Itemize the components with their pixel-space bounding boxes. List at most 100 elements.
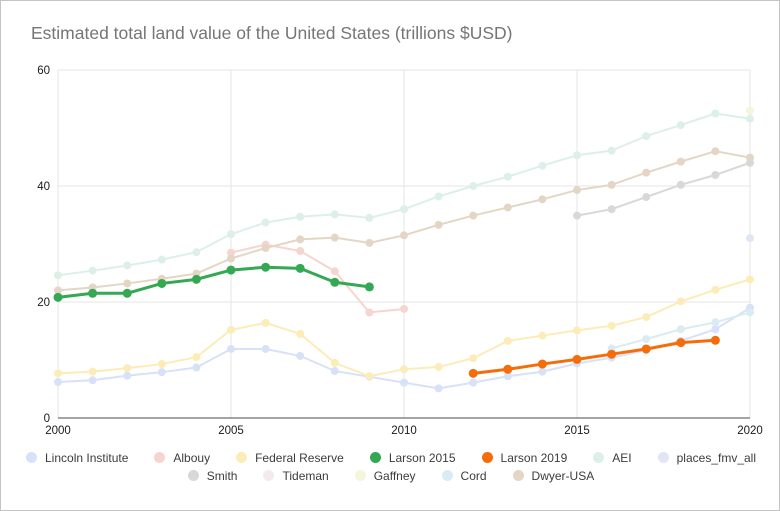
svg-text:2000: 2000: [45, 425, 71, 437]
data-point: [330, 267, 339, 276]
data-point: [572, 354, 582, 364]
legend-swatch: [154, 452, 166, 463]
legend-item-federal-reserve: Federal Reserve: [236, 449, 344, 466]
data-point: [227, 325, 235, 334]
data-point: [607, 146, 616, 155]
data-point: [711, 147, 720, 156]
data-point: [642, 335, 651, 344]
data-point: [261, 262, 271, 272]
series-federal-reserve: [54, 275, 754, 381]
data-point: [227, 344, 235, 353]
x-axis-ticks: 2000 2005 2010 2015 2020: [45, 425, 763, 437]
data-point: [54, 369, 62, 378]
data-point: [503, 364, 513, 374]
data-point: [296, 235, 305, 244]
data-point: [469, 182, 478, 190]
data-point: [469, 354, 478, 363]
legend-item-gaffney: Gaffney: [354, 467, 416, 484]
data-point: [434, 362, 443, 371]
data-point: [192, 363, 201, 372]
data-point: [468, 368, 478, 378]
legend-label: Tideman: [282, 468, 329, 483]
chart-legend: Lincoln Institute Albouy Federal Reserve La…: [1, 449, 779, 484]
data-point: [469, 211, 478, 220]
data-point: [573, 211, 581, 220]
data-point: [469, 378, 478, 387]
legend-label: Cord: [460, 468, 487, 483]
data-point: [746, 275, 754, 284]
legend-item-places-fmv-all: places_fmv_all: [657, 449, 756, 466]
svg-text:0: 0: [44, 413, 50, 425]
legend-label: Gaffney: [373, 468, 416, 483]
legend-label: Smith: [206, 468, 238, 483]
data-point: [157, 368, 166, 377]
legend-swatch: [481, 452, 493, 463]
data-point: [537, 359, 547, 369]
legend-item-larson-2015: Larson 2015: [369, 449, 456, 466]
data-point: [538, 367, 547, 376]
data-point: [573, 151, 581, 160]
legend-item-smith: Smith: [187, 467, 238, 484]
data-point: [434, 192, 443, 201]
data-point: [157, 255, 166, 264]
data-point: [711, 325, 720, 334]
legend-swatch: [441, 470, 453, 481]
chart-title: Estimated total land value of the United…: [31, 23, 513, 43]
data-point: [676, 325, 685, 334]
data-point: [330, 233, 339, 242]
data-point: [676, 180, 685, 189]
legend-row-1: Lincoln Institute Albouy Federal Reserve La…: [26, 449, 756, 466]
legend-label: Dwyer-USA: [531, 468, 595, 483]
svg-text:20: 20: [37, 297, 50, 309]
legend-row-2: Smith Tideman Gaffney Cord Dwyer-USA: [187, 467, 595, 484]
data-point: [54, 271, 62, 280]
legend-item-lincoln-institute: Lincoln Institute: [26, 449, 128, 466]
legend-item-dwyer-usa: Dwyer-USA: [512, 467, 595, 484]
data-point: [54, 378, 62, 387]
svg-text:2005: 2005: [218, 425, 244, 437]
legend-swatch: [369, 452, 381, 463]
data-point: [157, 278, 167, 288]
svg-text:2020: 2020: [737, 425, 763, 437]
data-point: [400, 231, 408, 240]
data-point: [296, 329, 305, 338]
data-point: [157, 360, 166, 369]
data-point: [88, 266, 97, 275]
data-point: [503, 203, 512, 212]
data-point: [503, 172, 512, 181]
legend-swatch: [263, 470, 275, 481]
chart-canvas[interactable]: 0 20 40 60 2000 2005 2010 2015 2020: [1, 1, 780, 446]
data-point: [365, 308, 374, 317]
data-point: [642, 313, 651, 322]
data-point: [642, 193, 651, 202]
legend-label: places_fmv_all: [676, 450, 756, 465]
data-point: [434, 384, 443, 393]
data-point: [503, 372, 512, 381]
legend-label: Lincoln Institute: [45, 450, 129, 465]
legend-label: Larson 2019: [500, 450, 568, 465]
legend-label: Albouy: [173, 450, 211, 465]
series-smith: [573, 158, 754, 220]
svg-text:40: 40: [37, 181, 50, 193]
data-point: [538, 161, 547, 170]
data-point: [88, 376, 97, 385]
data-point: [227, 248, 235, 257]
legend-swatch: [187, 470, 199, 481]
svg-text:2010: 2010: [391, 425, 417, 437]
legend-label: Larson 2015: [388, 450, 456, 465]
series-places-fmv-all: [746, 234, 754, 243]
data-point: [573, 326, 581, 335]
data-point: [226, 265, 236, 275]
data-point: [676, 121, 685, 130]
data-point: [364, 282, 374, 292]
data-point: [330, 358, 339, 367]
data-point: [365, 213, 374, 222]
data-point: [53, 292, 63, 302]
data-point: [192, 248, 201, 257]
data-point: [400, 365, 408, 374]
data-point: [330, 367, 339, 376]
data-point: [227, 254, 235, 263]
data-point: [573, 186, 581, 195]
legend-label: Federal Reserve: [255, 450, 344, 465]
data-point: [642, 168, 651, 177]
